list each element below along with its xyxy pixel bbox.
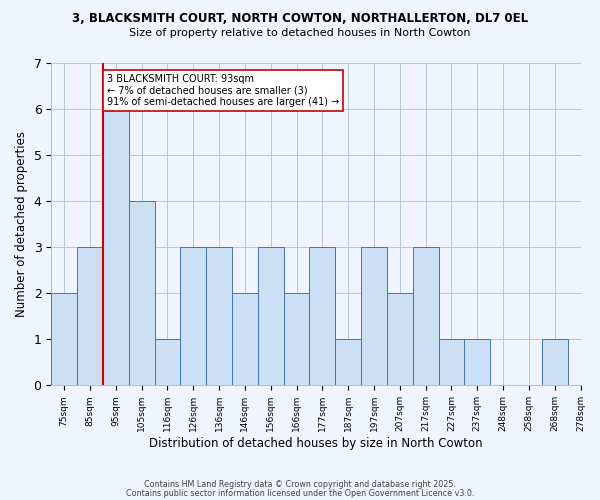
Text: 3 BLACKSMITH COURT: 93sqm
← 7% of detached houses are smaller (3)
91% of semi-de: 3 BLACKSMITH COURT: 93sqm ← 7% of detach… (107, 74, 339, 107)
Y-axis label: Number of detached properties: Number of detached properties (15, 131, 28, 317)
Bar (258, 247, 284, 386)
Bar (361, 247, 387, 386)
Bar (103, 108, 129, 386)
Bar (284, 293, 310, 386)
Bar (335, 339, 361, 386)
Text: Contains HM Land Registry data © Crown copyright and database right 2025.: Contains HM Land Registry data © Crown c… (144, 480, 456, 489)
Text: 3, BLACKSMITH COURT, NORTH COWTON, NORTHALLERTON, DL7 0EL: 3, BLACKSMITH COURT, NORTH COWTON, NORTH… (72, 12, 528, 26)
Bar (77, 247, 103, 386)
Bar (542, 339, 568, 386)
Bar (439, 339, 464, 386)
Bar (206, 247, 232, 386)
Bar (413, 247, 439, 386)
X-axis label: Distribution of detached houses by size in North Cowton: Distribution of detached houses by size … (149, 437, 483, 450)
Bar (387, 293, 413, 386)
Bar (181, 247, 206, 386)
Bar (464, 339, 490, 386)
Bar (310, 247, 335, 386)
Bar (51, 293, 77, 386)
Text: Size of property relative to detached houses in North Cowton: Size of property relative to detached ho… (129, 28, 471, 38)
Bar (155, 339, 181, 386)
Bar (129, 201, 155, 386)
Text: Contains public sector information licensed under the Open Government Licence v3: Contains public sector information licen… (126, 489, 474, 498)
Bar (232, 293, 258, 386)
